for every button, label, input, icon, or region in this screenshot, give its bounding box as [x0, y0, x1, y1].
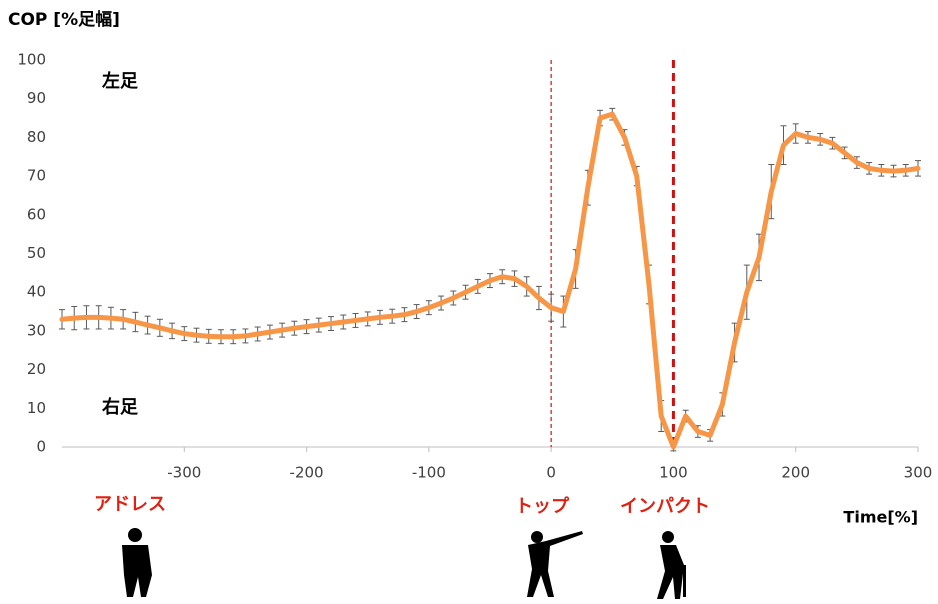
y-tick-label: 80 [27, 128, 46, 146]
phase-label: アドレス [94, 494, 166, 515]
chart-title: COP [%足幅] [8, 9, 120, 30]
golfer-icons [122, 528, 686, 599]
x-tick-label: 200 [781, 464, 810, 482]
y-tick-label: 70 [27, 167, 46, 185]
annotation: 右足 [102, 396, 138, 418]
y-tick-label: 40 [27, 283, 46, 301]
x-tick-label: 0 [546, 464, 556, 482]
annotation: 左足 [102, 70, 138, 92]
phase-label: トップ [515, 495, 570, 517]
x-tick-label: -100 [412, 464, 446, 482]
x-tick-label: -200 [290, 464, 324, 482]
phase-label: インパクト [620, 496, 710, 517]
chart: COP [%足幅] Time[%] 左足 右足 アドレス トップ インパクト 0… [0, 0, 938, 600]
y-tick-label: 50 [27, 244, 46, 262]
y-tick-label: 0 [36, 438, 46, 456]
y-tick-label: 20 [27, 360, 46, 378]
y-tick-label: 30 [27, 321, 46, 339]
y-tick-label: 100 [17, 51, 46, 69]
x-tick-label: -300 [167, 464, 201, 482]
y-tick-label: 10 [27, 399, 46, 417]
x-axis-label: Time[%] [843, 508, 918, 527]
series-line [62, 114, 918, 447]
y-tick-label: 60 [27, 205, 46, 223]
y-tick-label: 90 [27, 89, 46, 107]
x-tick-label: 100 [659, 464, 688, 482]
x-tick-label: 300 [904, 464, 933, 482]
